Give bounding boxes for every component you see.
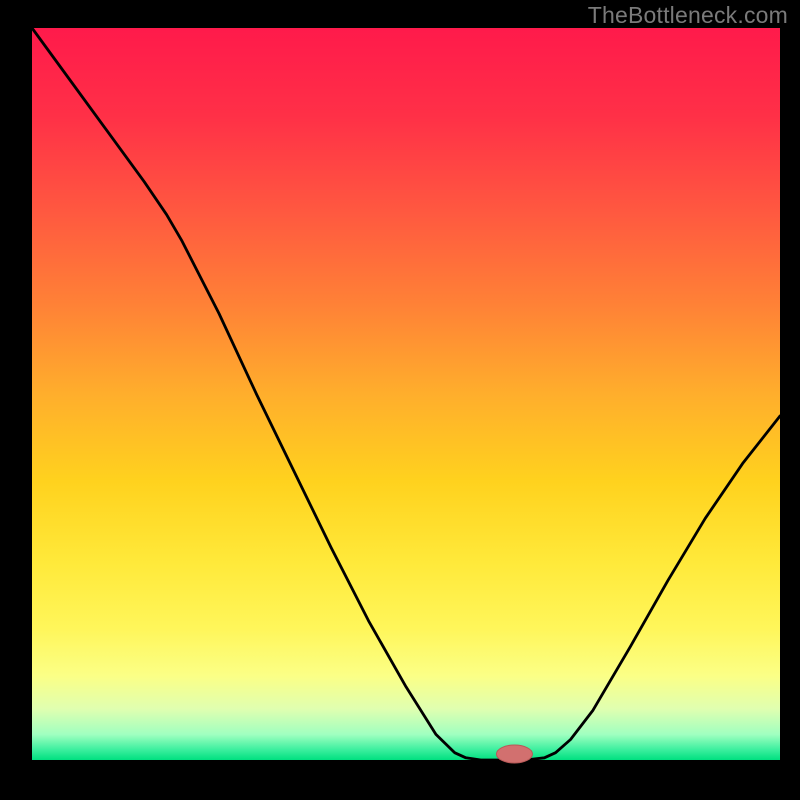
watermark-label: TheBottleneck.com: [588, 2, 788, 29]
optimal-marker: [496, 745, 532, 763]
chart-container: TheBottleneck.com: [0, 0, 800, 800]
bottleneck-chart: [0, 0, 800, 800]
plot-background: [32, 28, 780, 760]
